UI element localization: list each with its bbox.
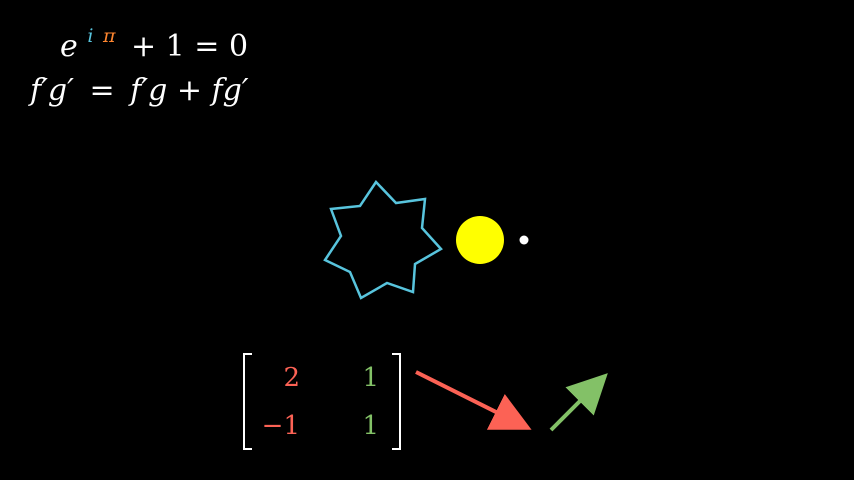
euler-exponent-pi: π: [102, 25, 116, 47]
euler-exponent-i: i: [87, 25, 93, 47]
seven-point-star-icon: [323, 180, 443, 300]
green-vector-arrow-icon: [549, 373, 608, 432]
euler-base: e: [60, 29, 78, 64]
white-dot-icon: [519, 235, 529, 245]
matrix-right-bracket: [392, 353, 401, 450]
product-rule-rhs: f′g + fg′: [128, 73, 249, 108]
matrix-entry-r1c1: 2: [283, 363, 300, 393]
red-vector-arrow-icon: [415, 370, 532, 430]
product-rule-equation: f′g′ = f′g + fg′: [28, 73, 249, 108]
matrix-entry-r2c2: 1: [362, 411, 379, 441]
matrix-entry-r2c1: −1: [262, 411, 300, 441]
matrix-left-bracket: [243, 353, 252, 450]
product-rule-lhs: f′g′: [28, 73, 74, 108]
matrix-entry-r1c2: 1: [362, 363, 379, 393]
product-rule-equals: =: [89, 73, 114, 108]
yellow-dot-icon: [456, 216, 504, 264]
euler-rest: + 1 = 0: [131, 29, 248, 64]
euler-identity: e i π + 1 = 0: [60, 15, 248, 64]
